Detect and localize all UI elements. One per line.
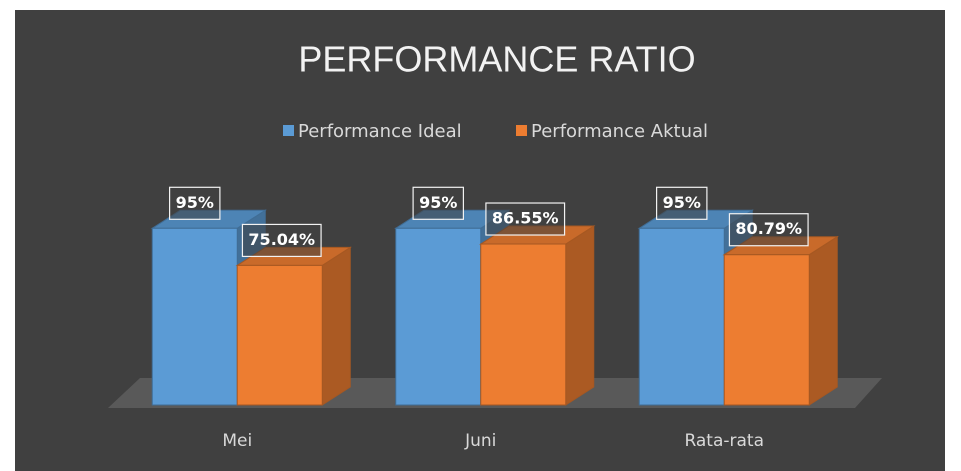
x-tick-label: Juni [464, 431, 496, 451]
data-label-box [656, 186, 708, 220]
data-label: 80.79% [735, 219, 802, 238]
data-label-box [412, 186, 464, 220]
data-label: 95% [419, 193, 457, 212]
chart-title: PERFORMANCE RATIO [298, 39, 695, 80]
x-tick-label: Mei [222, 431, 252, 451]
data-label-box [169, 186, 221, 220]
bar-side [321, 246, 351, 406]
bar [722, 235, 839, 406]
data-label-box [728, 213, 809, 247]
bar-front [236, 264, 323, 406]
bar [479, 225, 596, 406]
data-label: 95% [176, 193, 214, 212]
bar-side [565, 225, 595, 406]
bar-front [151, 227, 238, 406]
legend-label: Performance Ideal [298, 121, 462, 142]
data-label-box [241, 223, 322, 258]
data-label: 75.04% [248, 230, 315, 249]
data-label: 95% [663, 193, 701, 212]
bar-front [723, 254, 810, 406]
bar [235, 246, 352, 406]
data-label: 86.55% [492, 209, 559, 228]
bar-front [638, 227, 725, 406]
x-tick-label: Rata-rata [684, 431, 764, 451]
bar-front [480, 243, 567, 406]
bar-side [808, 235, 838, 406]
legend-swatch [516, 125, 527, 136]
bar-front [395, 227, 482, 406]
legend-label: Performance Aktual [531, 121, 708, 142]
data-label-box [485, 202, 566, 236]
legend-swatch [283, 125, 294, 136]
